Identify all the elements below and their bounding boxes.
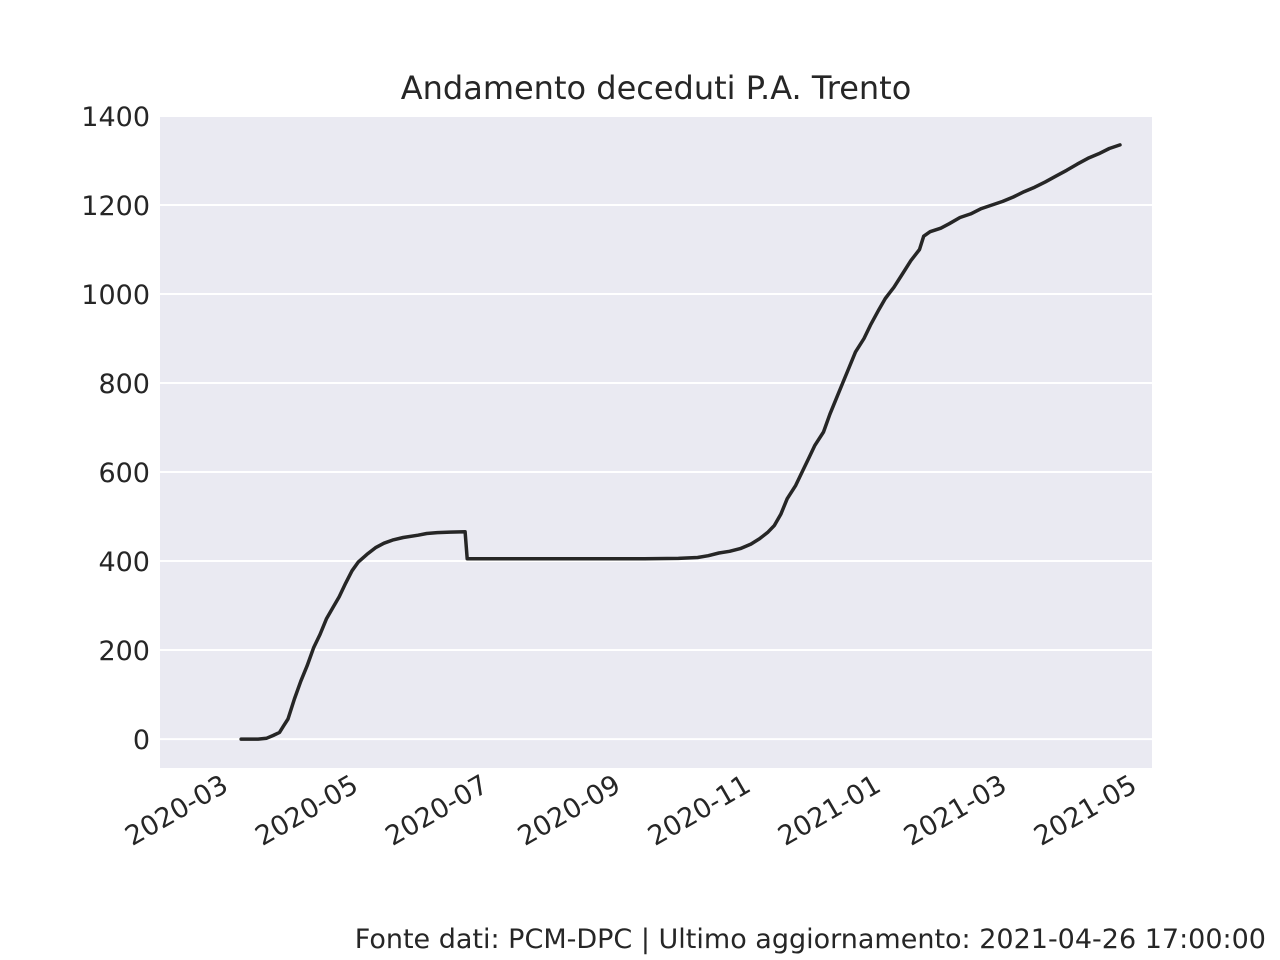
y-tick-label: 1000 [81,280,150,311]
y-tick-label: 200 [98,636,150,667]
x-tick-label: 2021-01 [773,769,886,852]
x-tick-label: 2020-05 [250,769,363,852]
y-tick-label: 400 [98,547,150,578]
plot-area [160,116,1152,768]
x-tick-label: 2020-03 [120,769,233,852]
y-tick-label: 800 [98,369,150,400]
y-tick-labels: 0 200 400 600 800 1000 1200 1400 [81,102,150,756]
chart-title: Andamento deceduti P.A. Trento [401,69,912,107]
y-tick-label: 1200 [81,191,150,222]
source-footer: Fonte dati: PCM-DPC | Ultimo aggiornamen… [355,924,1266,955]
y-tick-label: 0 [133,725,150,756]
y-tick-label: 600 [98,458,150,489]
x-tick-label: 2020-09 [513,769,626,852]
y-tick-label: 1400 [81,102,150,133]
x-tick-label: 2020-11 [643,769,756,852]
x-tick-label: 2021-05 [1029,769,1142,852]
x-tick-label: 2020-07 [380,769,493,852]
x-tick-labels: 2020-03 2020-05 2020-07 2020-09 2020-11 2021-… [120,769,1142,852]
x-tick-label: 2021-03 [899,769,1012,852]
